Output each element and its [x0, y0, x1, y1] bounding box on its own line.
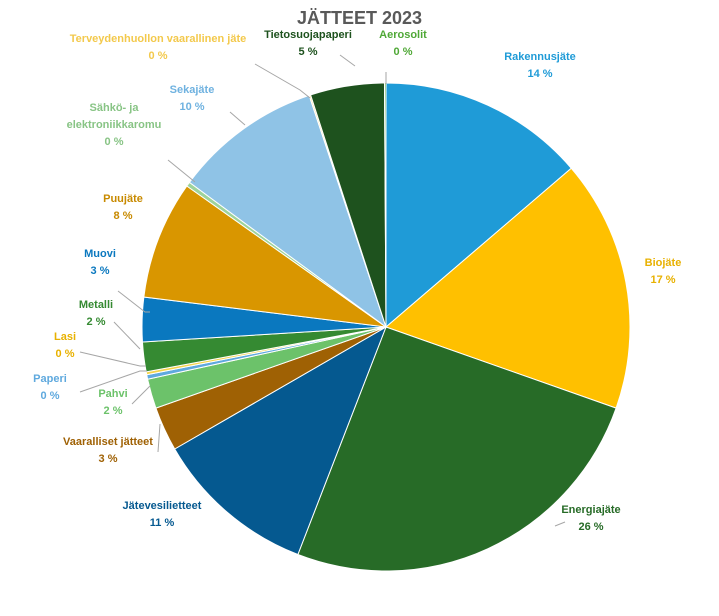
data-label: Lasi 0 % [54, 331, 76, 360]
leader-line [79, 370, 147, 393]
data-label: Tietosuojapaperi 5 % [264, 29, 352, 58]
leader-line [339, 54, 356, 67]
leader-line [167, 159, 196, 183]
pie-slice-jätevesilietteet [174, 325, 387, 556]
data-label: Sähkö- ja elektroniikkaromu 0 % [67, 102, 162, 148]
leader-line [157, 423, 161, 453]
data-label: Pahvi 2 % [98, 388, 127, 417]
data-label: Aerosolit 0 % [379, 29, 427, 58]
leader-line [554, 521, 566, 527]
leader-line [131, 385, 151, 405]
data-label: Jätevesilietteet 11 % [123, 500, 202, 529]
chart-title: JÄTTEET 2023 [296, 8, 423, 28]
data-label: Biojäte 17 % [645, 257, 682, 286]
leader-line [79, 351, 146, 367]
data-label: Puujäte 8 % [103, 193, 143, 222]
data-label: Muovi 3 % [84, 248, 116, 277]
leader-line [113, 321, 141, 350]
data-label: Metalli 2 % [79, 299, 113, 328]
pie-slice-energiajäte [297, 326, 617, 572]
data-label: Vaaralliset jätteet 3 % [63, 436, 153, 465]
pie-slice-puujäte [143, 185, 387, 328]
pie-slice-rakennusjäte [385, 82, 573, 329]
leader-line [229, 111, 246, 126]
pie-slice-sekajäte [188, 94, 387, 329]
data-label: Sekajäte 10 % [170, 84, 215, 113]
data-label: Paperi 0 % [33, 373, 67, 402]
data-label: Energiajäte 26 % [561, 504, 620, 533]
leader-line [117, 290, 150, 313]
data-label: Terveydenhuollon vaarallinen jäte 0 % [70, 33, 246, 62]
data-label: Rakennusjäte 14 % [504, 51, 576, 80]
leader-line [254, 63, 311, 99]
